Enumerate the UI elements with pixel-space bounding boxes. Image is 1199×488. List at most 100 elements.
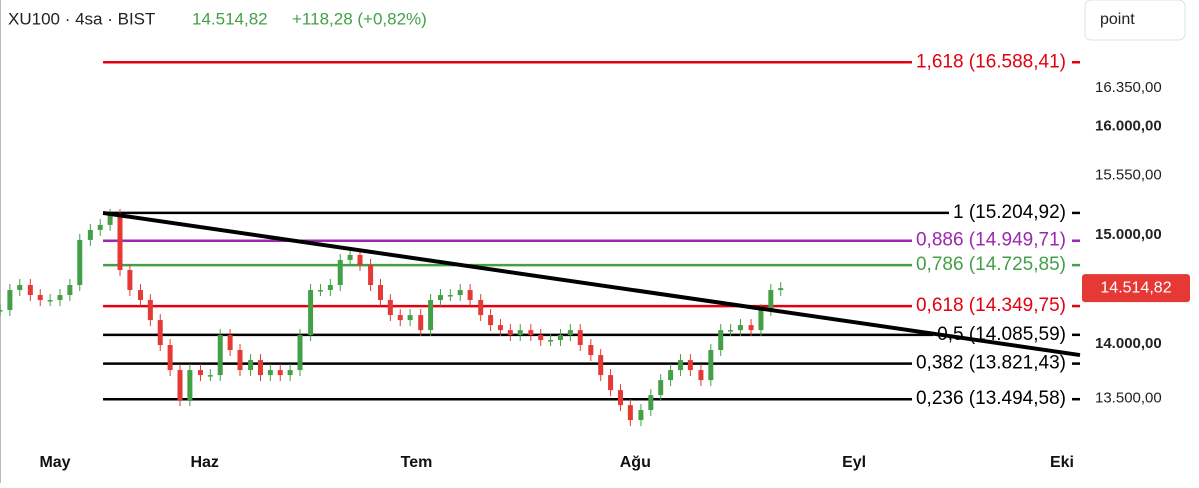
- candle-body: [617, 390, 623, 406]
- candle-body: [357, 254, 363, 265]
- candle-body: [437, 295, 443, 301]
- candle-body: [0, 310, 3, 312]
- candle-body: [97, 224, 103, 230]
- candle-body: [17, 285, 23, 291]
- candle-body: [677, 360, 683, 371]
- candle-body: [237, 350, 243, 371]
- candle-body: [217, 335, 223, 376]
- price: 14.514,82: [192, 9, 268, 28]
- candle-body: [577, 330, 583, 346]
- candle-body: [737, 325, 743, 331]
- symbol: XU100 · 4sa · BIST: [8, 9, 155, 28]
- candle-body: [648, 395, 654, 411]
- candle-body: [177, 370, 183, 401]
- plot: 16.350,00 16.000,00 15.550,00 15.000,00 14.0…: [0, 51, 1162, 471]
- change: +118,28 (+0,82%): [292, 9, 427, 28]
- candle-body: [257, 360, 263, 376]
- candle-body: [428, 300, 434, 331]
- candle-body: [287, 370, 293, 376]
- unit-button[interactable]: [1084, 0, 1186, 41]
- candle-body: [507, 330, 513, 336]
- candle-body: [447, 295, 453, 297]
- x-tick-label: May: [39, 454, 70, 471]
- x-tick-label: Ağu: [620, 454, 651, 471]
- candle-body: [267, 370, 273, 376]
- candle-body: [337, 259, 343, 286]
- candle-body: [87, 229, 93, 240]
- candle-body: [698, 370, 704, 381]
- unit-text[interactable]: point: [1100, 11, 1135, 28]
- candle-body: [7, 290, 13, 311]
- candle-body: [57, 295, 63, 301]
- trendline: [102, 210, 1081, 358]
- candle-body: [107, 214, 113, 225]
- candle-body: [467, 290, 473, 301]
- candle-body: [778, 288, 784, 291]
- candle-body: [137, 290, 143, 301]
- candle-body: [517, 330, 523, 336]
- candle-body: [627, 405, 633, 421]
- candle-body: [548, 340, 554, 342]
- candle-body: [197, 370, 203, 376]
- candle-body: [368, 264, 374, 286]
- candle-body: [327, 285, 333, 291]
- x-tick-label: Eyl: [842, 454, 866, 471]
- x-tick-label: Haz: [190, 454, 218, 471]
- fib-label: 0,886 (14.949,71): [916, 230, 1066, 251]
- candle-body: [718, 330, 724, 351]
- candle-body: [297, 335, 303, 371]
- candle-body: [588, 345, 594, 356]
- candle-body: [27, 285, 33, 296]
- candle-body: [457, 290, 463, 296]
- candle-body: [377, 285, 383, 301]
- candle-body: [347, 254, 353, 260]
- price-tag: [1082, 274, 1190, 303]
- y-tick-label: 14.000,00: [1095, 335, 1162, 352]
- candle-body: [387, 300, 393, 316]
- candle-body: [528, 330, 534, 336]
- candle-body: [308, 290, 314, 336]
- candle-body: [708, 350, 714, 381]
- candle-body: [67, 285, 73, 296]
- candle-body: [768, 290, 774, 311]
- y-tick-label: 16.350,00: [1095, 79, 1162, 96]
- candle-body: [187, 370, 193, 401]
- y-tick-label: 15.550,00: [1095, 166, 1162, 183]
- y-tick-label: 15.000,00: [1095, 226, 1162, 243]
- candle-body: [638, 410, 644, 421]
- candle-body: [497, 325, 503, 331]
- candle-body: [478, 300, 484, 316]
- candle-body: [248, 360, 254, 371]
- candle-body: [758, 310, 764, 331]
- y-tick-label: 13.500,00: [1095, 390, 1162, 407]
- price-tag-text: 14.514,82: [1100, 279, 1171, 296]
- candle-body: [488, 315, 494, 326]
- fib-label: 1 (15.204,92): [953, 202, 1066, 223]
- candle-body: [77, 239, 83, 286]
- candle-body: [227, 335, 233, 351]
- candle-body: [687, 360, 693, 371]
- fib-label: 0,786 (14.725,85): [916, 254, 1066, 275]
- candle-body: [567, 330, 573, 336]
- fib-label: 1,618 (16.588,41): [916, 51, 1066, 72]
- y-tick-label: 16.000,00: [1095, 117, 1162, 134]
- candle-body: [418, 315, 424, 331]
- candle-body: [407, 315, 413, 321]
- candle-body: [167, 345, 173, 371]
- fib-label: 0,382 (13.821,43): [916, 353, 1066, 374]
- candle-body: [277, 370, 283, 376]
- x-tick-label: Eki: [1050, 454, 1074, 471]
- candle-body: [668, 370, 674, 381]
- candle-body: [598, 355, 604, 376]
- candle-body: [117, 214, 123, 270]
- candle-body: [207, 375, 213, 377]
- fib-label: 0,618 (14.349,75): [916, 295, 1066, 316]
- candle-body: [147, 300, 153, 321]
- candle-body: [728, 330, 734, 332]
- candle-body: [317, 290, 323, 292]
- candle-body: [557, 335, 563, 341]
- candle-body: [157, 320, 163, 346]
- candle-body: [538, 335, 544, 341]
- x-tick-label: Tem: [401, 454, 433, 471]
